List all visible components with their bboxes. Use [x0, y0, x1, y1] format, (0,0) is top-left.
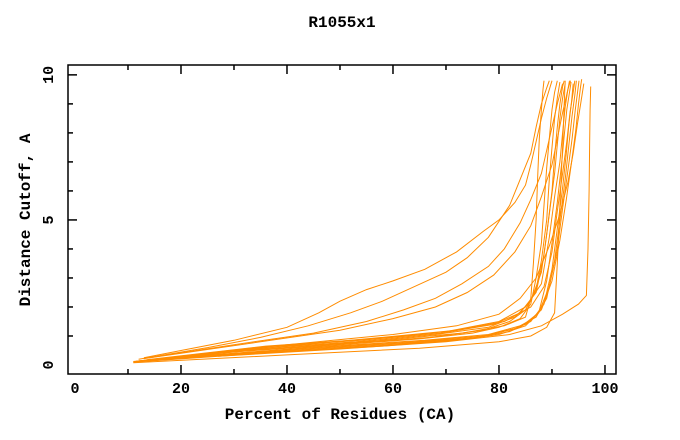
- plot-frame-layer: [67, 64, 617, 375]
- model-curve: [143, 80, 571, 360]
- x-tick-label: 60: [384, 381, 402, 398]
- y-tick-label: 10: [41, 66, 58, 84]
- tick-label-layer: 0 20 40 60 80 100 0 5 10: [41, 66, 618, 398]
- model-curve: [146, 80, 570, 361]
- model-curve: [143, 80, 553, 359]
- x-tick-label: 0: [70, 381, 79, 398]
- model-curve: [135, 80, 565, 362]
- model-curve: [180, 80, 576, 357]
- model-curve: [133, 80, 558, 362]
- model-curve: [154, 79, 583, 360]
- model-curve: [218, 86, 592, 357]
- chart-title: R1055x1: [308, 14, 375, 32]
- model-curve: [149, 83, 585, 361]
- model-curve: [138, 82, 561, 362]
- model-curve: [138, 80, 545, 362]
- x-tick-label: 80: [490, 381, 508, 398]
- x-tick-label: 40: [278, 381, 296, 398]
- x-tick-label: 100: [591, 381, 618, 398]
- model-curve: [141, 83, 566, 362]
- model-curve: [133, 80, 566, 364]
- model-curve: [149, 83, 564, 359]
- x-tick-label: 20: [172, 381, 190, 398]
- y-axis-title: Distance Cutoff, A: [17, 133, 35, 306]
- y-tick-label: 5: [41, 215, 58, 224]
- y-tick-label: 0: [41, 360, 58, 369]
- model-curve: [149, 80, 580, 361]
- x-axis-title: Percent of Residues (CA): [225, 406, 455, 424]
- model-curve: [138, 80, 550, 360]
- plot-frame: [67, 64, 617, 375]
- model-curve: [133, 82, 572, 363]
- series-layer: [133, 79, 592, 364]
